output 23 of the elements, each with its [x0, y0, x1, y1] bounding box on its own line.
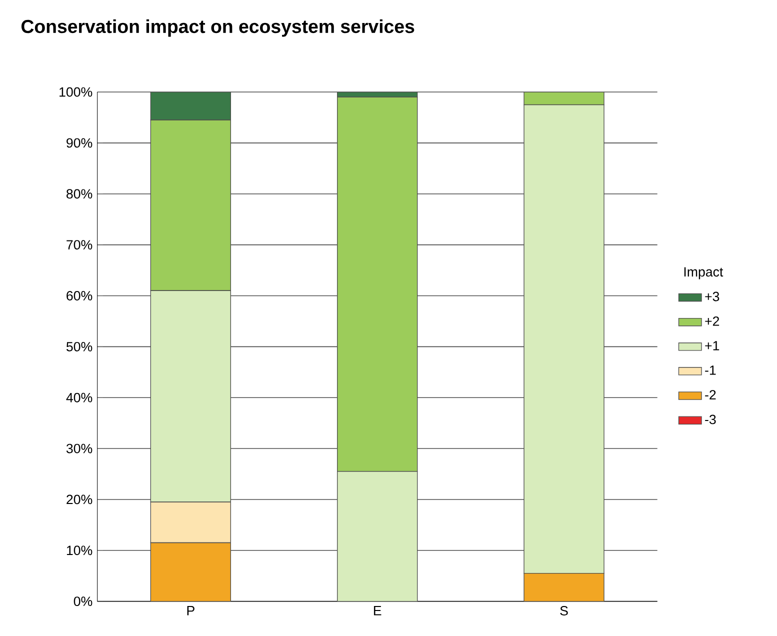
- legend-label: -1: [705, 366, 716, 375]
- y-tick-label: 70%: [66, 240, 92, 250]
- y-tick-label: 10%: [66, 546, 92, 556]
- y-tick-label: 100%: [60, 87, 92, 97]
- legend-label: +1: [705, 341, 720, 350]
- y-tick-label: 80%: [66, 189, 92, 199]
- legend-title: Impact: [684, 267, 724, 280]
- y-tick-label: 40%: [66, 392, 92, 402]
- y-tick-label: 90%: [66, 138, 92, 148]
- y-tick-label: 30%: [66, 444, 92, 454]
- x-tick-label: E: [374, 606, 382, 616]
- x-tick-label: S: [560, 606, 568, 616]
- chart-title: Conservation impact on ecosystem services: [21, 19, 414, 37]
- y-tick-label: 50%: [66, 342, 92, 352]
- legend-label: -2: [705, 390, 716, 400]
- y-tick-label: 0%: [74, 596, 92, 606]
- bar: [150, 92, 232, 120]
- legend-label: +3: [705, 292, 720, 302]
- legend-label: +2: [705, 316, 720, 326]
- y-tick-label: 20%: [66, 494, 92, 504]
- x-tick-label: P: [187, 606, 194, 616]
- y-tick-label: 60%: [66, 291, 92, 300]
- legend-label: -3: [705, 414, 716, 424]
